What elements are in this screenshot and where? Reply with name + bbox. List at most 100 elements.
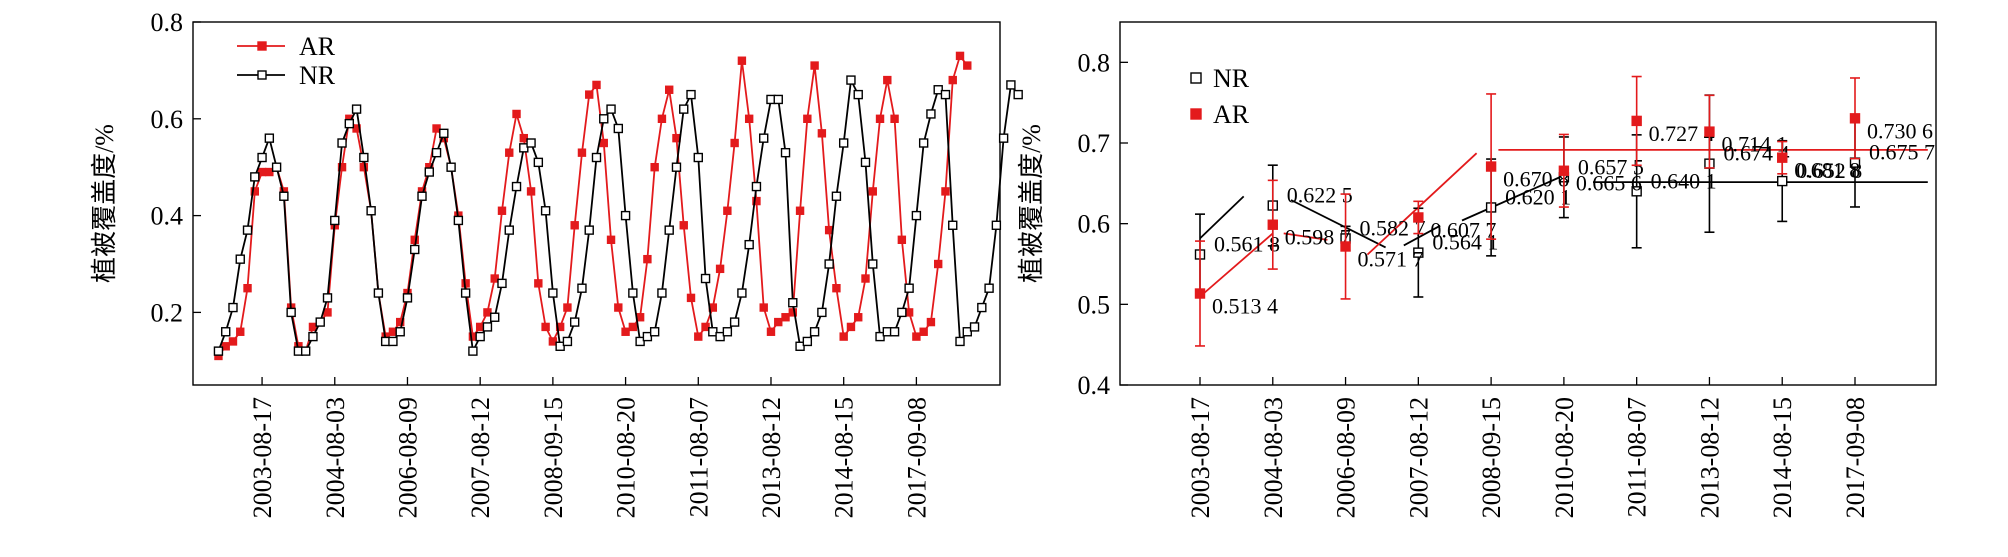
left-point-nr [540,206,551,216]
left-x-tick-label: 2013-08-12 [757,397,786,518]
left-point-nr [366,206,376,216]
left-point-ar [861,274,870,283]
left-point-nr [388,336,398,347]
left-point-ar [643,254,652,264]
right-trend-line-nr [1290,199,1387,249]
left-point-nr [722,327,733,337]
left-point-ar [265,167,274,177]
right-trend-line-nr [1199,195,1245,240]
left-point-nr [359,152,369,163]
left-point-nr [875,331,885,342]
left-point-nr [1006,80,1016,90]
right-x-tick-label: 2010-08-20 [1550,397,1579,518]
left-point-ar [897,235,907,245]
left-point-nr [562,336,573,347]
left-line-ar [217,53,969,357]
left-point-ar [250,187,259,196]
left-point-ar [432,124,441,133]
left-point-ar [948,75,957,85]
left-point-ar [839,332,848,341]
left-point-nr [213,346,224,356]
left-point-nr [664,225,674,235]
left-point-nr [649,327,660,337]
right-legend-marker [1190,72,1202,84]
left-point-nr [453,215,464,226]
left-x-tick-label: 2011-08-07 [684,397,713,517]
right-x-tick-label: 2008-09-15 [1477,397,1506,518]
left-point-nr [300,346,311,356]
left-x-tick-label: 2008-09-15 [539,397,568,518]
left-point-nr [322,293,333,303]
left-point-nr [279,191,289,201]
left-point-nr [490,312,500,322]
left-point-nr [439,128,449,139]
left-point-nr [809,327,820,337]
left-point-ar [221,342,230,351]
left-point-nr [235,254,245,264]
left-y-axis-label: 植被覆盖度/% [90,124,119,283]
left-point-ar [577,148,587,157]
left-point-nr [635,336,645,347]
left-point-ar [781,313,790,322]
left-x-tick-label: 2017-09-08 [902,397,931,518]
left-point-nr [940,89,951,100]
right-x-tick-label: 2011-08-07 [1623,397,1652,517]
left-series-nr [213,75,1023,356]
left-point-ar [766,327,776,336]
left-point-ar [526,187,536,196]
left-point-nr [969,322,980,332]
left-point-nr [221,327,231,337]
left-x-tick-label: 2006-08-09 [393,397,422,518]
left-point-ar [875,114,885,124]
left-point-nr [715,331,725,342]
left-point-ar [846,322,856,332]
right-y-tick-label: 0.5 [1078,290,1111,319]
left-point-nr [802,336,813,347]
left-point-ar [585,90,594,99]
right-trend-line-ar [1283,232,1328,241]
left-point-ar [475,322,485,332]
left-point-ar [337,162,347,172]
right-data-label-ar: 0.665 6 [1576,171,1642,196]
left-point-ar [963,61,972,70]
left-point-nr [737,288,747,298]
left-point-ar [926,317,936,327]
left-point-ar [912,332,921,341]
left-point-nr [330,215,340,226]
left-point-nr [926,109,936,119]
left-y-tick-label: 0.6 [151,105,184,134]
left-point-nr [671,162,682,172]
left-point-ar [599,138,608,148]
left-point-nr [511,181,522,192]
left-point-ar [563,303,572,312]
left-point-ar [497,206,507,215]
left-point-nr [853,89,863,100]
right-point-ar [1340,241,1351,252]
left-point-nr [504,225,514,235]
right-x-tick-label: 2006-08-09 [1332,397,1361,518]
left-x-tick-label: 2014-08-15 [830,397,859,518]
left-point-ar [701,322,710,332]
left-point-ar [832,284,841,293]
right-point-nr [1631,186,1642,197]
right-data-label-ar: 0.513 4 [1212,294,1278,319]
left-point-nr [591,152,602,163]
left-point-nr [446,162,456,172]
right-legend: NR AR [1190,64,1250,129]
left-point-ar [308,322,318,332]
left-point-nr [606,104,616,114]
left-point-nr [991,220,1002,230]
left-point-ar [621,327,630,336]
left-point-ar [730,138,739,148]
left-point-ar [614,303,623,312]
left-point-ar [657,114,667,124]
left-point-ar [243,284,252,293]
left-plot-frame [192,21,1001,386]
left-point-nr [860,157,871,168]
left-point-nr [744,239,754,250]
left-point-nr [271,162,282,172]
left-point-nr [475,331,485,342]
left-point-nr [460,288,471,298]
left-point-ar [854,313,863,322]
left-point-nr [955,336,965,347]
